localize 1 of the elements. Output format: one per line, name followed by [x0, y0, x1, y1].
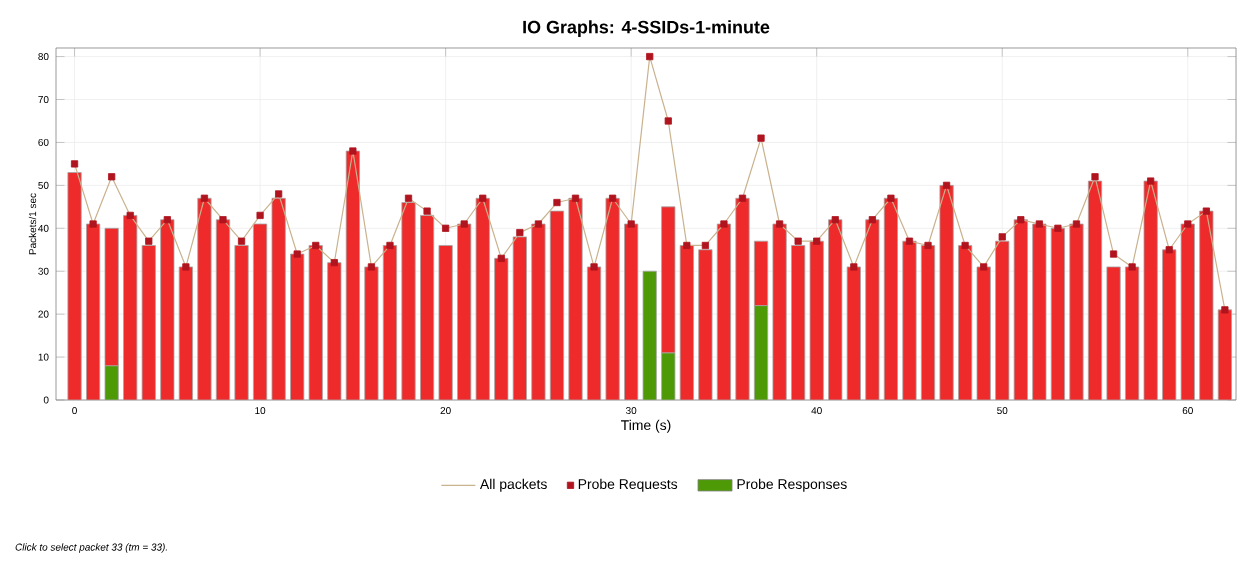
- chart-title: IO Graphs: 4-SSIDs-1-minute: [523, 20, 770, 37]
